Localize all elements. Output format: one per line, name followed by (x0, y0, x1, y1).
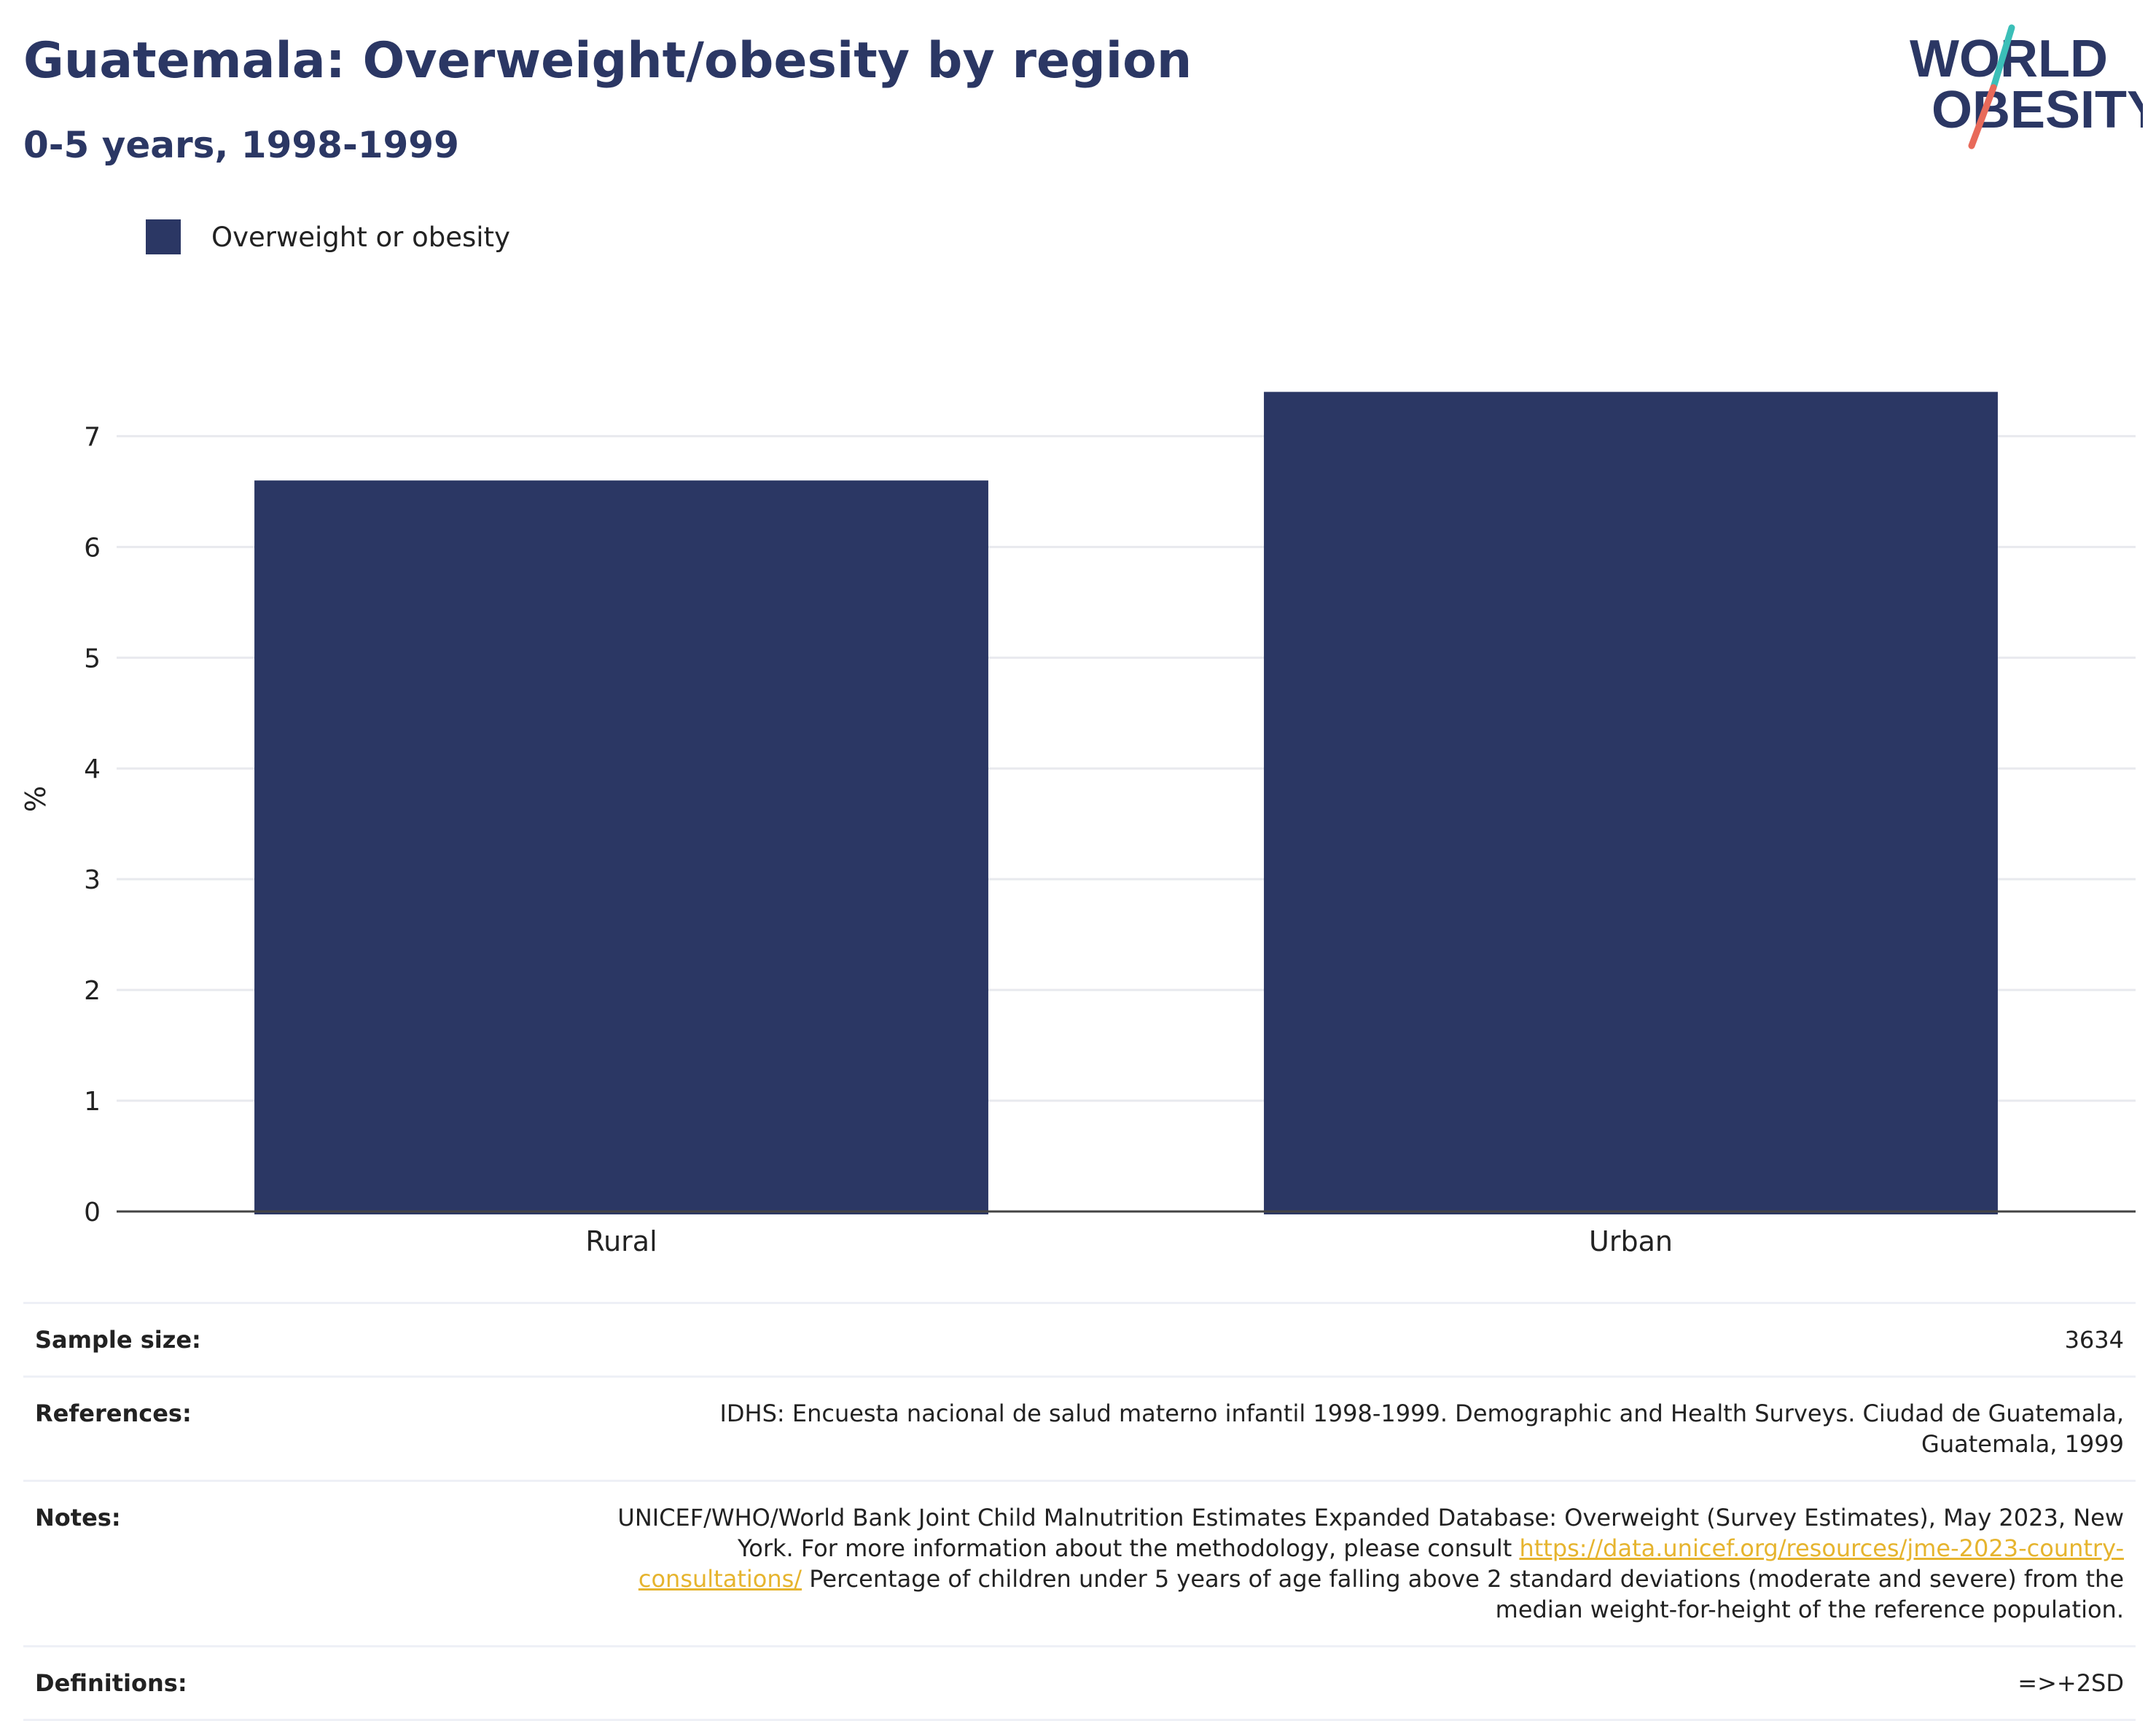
sample-size-row: Sample size: 3634 (23, 1302, 2136, 1375)
notes-label: Notes: (35, 1504, 121, 1531)
notes-text-before: UNICEF/WHO/World Bank Joint Child Malnut… (617, 1504, 2124, 1562)
y-tick-label-2: 2 (84, 976, 101, 1006)
y-tick-label-1: 1 (84, 1087, 101, 1117)
methodology-link[interactable]: https://data.unicef.org/resources/jme-20… (638, 1534, 2124, 1593)
info-table: Sample size: 3634 References: IDHS: Encu… (23, 1302, 2136, 1721)
x-tick-label-urban: Urban (1589, 1225, 1673, 1257)
definitions-row: Definitions: =>+2SD (23, 1645, 2136, 1721)
references-label: References: (35, 1400, 192, 1427)
bar-urban (1264, 391, 1998, 1214)
y-tick-label-6: 6 (84, 533, 101, 563)
y-tick-label-0: 0 (84, 1198, 101, 1228)
legend-swatch (146, 219, 181, 254)
references-value: IDHS: Encuesta nacional de salud materno… (719, 1400, 2124, 1458)
y-axis-label: % (20, 786, 52, 812)
sample-size-label: Sample size: (35, 1326, 201, 1354)
chart-title: Guatemala: Overweight/obesity by region (23, 32, 1192, 90)
y-tick-label-3: 3 (84, 865, 101, 895)
bar-chart: 0 1 2 3 4 5 6 7 Rural Urban % (20, 391, 2136, 1257)
x-tick-labels: Rural Urban (585, 1225, 1673, 1257)
definitions-value: =>+2SD (2018, 1669, 2124, 1697)
bars (254, 391, 1998, 1214)
logo-line-2: OBESITY (1932, 81, 2143, 139)
y-tick-labels: 0 1 2 3 4 5 6 7 (84, 422, 101, 1228)
y-tick-label-7: 7 (84, 422, 101, 452)
bar-rural (254, 480, 988, 1214)
y-tick-label-5: 5 (84, 644, 101, 674)
x-tick-label-rural: Rural (585, 1225, 657, 1257)
logo-slash-coral (1968, 84, 1997, 149)
logo-slash-teal (1990, 24, 2015, 91)
world-obesity-logo: WORLD OBESITY (1910, 24, 2143, 149)
notes-value: UNICEF/WHO/World Bank Joint Child Malnut… (593, 1502, 2124, 1625)
definitions-label: Definitions: (35, 1669, 187, 1697)
notes-text-after: Percentage of children under 5 years of … (802, 1565, 2124, 1623)
legend-label: Overweight or obesity (211, 221, 510, 253)
references-row: References: IDHS: Encuesta nacional de s… (23, 1375, 2136, 1480)
notes-row: Notes: UNICEF/WHO/World Bank Joint Child… (23, 1480, 2136, 1645)
chart-legend[interactable]: Overweight or obesity (146, 219, 510, 255)
chart-subtitle: 0-5 years, 1998-1999 (23, 124, 459, 166)
y-tick-label-4: 4 (84, 754, 101, 784)
sample-size-value: 3634 (2064, 1326, 2124, 1354)
